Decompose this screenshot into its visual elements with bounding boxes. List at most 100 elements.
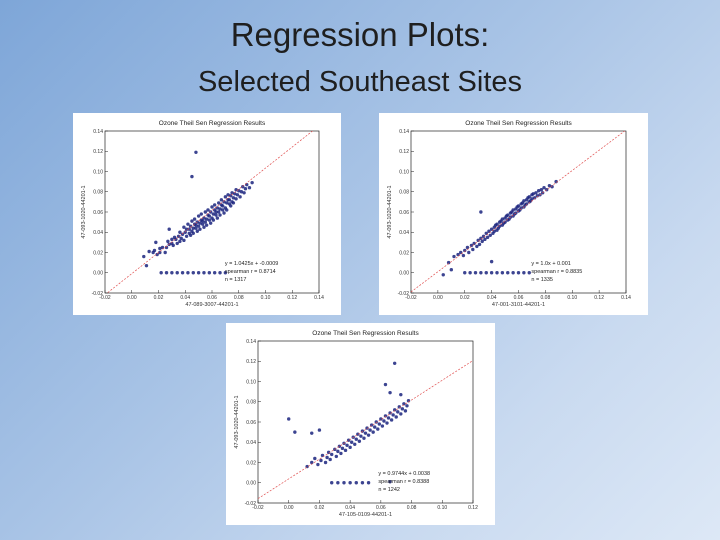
y-tick-label: 0.12 [93,149,103,155]
data-point [383,414,388,418]
y-tick-label: 0.10 [246,379,256,385]
y-tick-label: 0.08 [246,400,256,406]
data-point [479,236,483,241]
data-point [383,382,388,387]
y-tick-label: 0.06 [246,420,256,426]
data-point [166,239,170,244]
data-point [339,451,343,456]
data-point [219,198,224,202]
data-point [354,437,358,441]
data-point [463,271,467,275]
data-point [492,229,497,233]
data-point [171,243,175,248]
data-point [471,247,475,252]
x-tick-label: 0.04 [180,295,190,301]
data-point [211,218,216,222]
data-point [534,191,538,195]
data-point [204,223,209,227]
y-tick-label: 0.00 [93,271,103,277]
data-point [163,250,167,255]
data-point [234,197,238,201]
data-point [198,221,202,225]
data-point [348,445,352,450]
regression-annotation: y = 1.0425x + -0.0009 [225,261,279,267]
data-point [371,430,375,434]
data-point [211,212,216,216]
data-point [519,206,523,210]
regression-annotation: spearman r = 0.8388 [378,479,429,485]
data-point [475,244,479,249]
data-point [180,271,185,275]
x-tick-label: 0.10 [261,295,271,301]
data-point [178,230,182,234]
data-point [216,201,221,205]
data-point [200,222,205,226]
data-point [231,196,236,200]
data-point [326,450,331,455]
data-point [345,443,349,447]
data-point [391,413,395,417]
x-tick-label: -0.02 [252,505,264,511]
data-point [216,210,221,214]
regression-plot-top-left: Ozone Theil Sen Regression Results -0.02 0… [73,113,341,315]
data-point [484,231,488,235]
data-point [190,174,194,179]
data-point [218,207,222,211]
data-point [547,183,552,188]
x-axis-label: 47-089-3007-44201-1 [185,302,238,308]
data-point [192,217,197,221]
data-point [175,271,179,275]
data-point [382,419,386,423]
data-point [366,481,371,485]
data-point [481,234,486,238]
data-point [155,252,159,257]
regression-plot-bottom: Ozone Theil Sen Regression Results -0.02 0… [226,323,495,525]
x-tick-label: 0.12 [287,295,297,301]
data-layer [411,131,626,293]
data-point [522,271,526,275]
data-point [497,224,502,228]
data-point [191,231,195,235]
scatter-svg: Ozone Theil Sen Regression Results -0.02 0… [81,120,324,308]
regression-line [106,131,314,293]
x-tick-label: 0.08 [541,295,551,301]
data-point [218,213,222,217]
data-point [223,195,228,199]
data-point [188,233,193,237]
data-point [465,245,470,250]
data-point [247,186,252,190]
data-point [187,227,191,231]
scatter-svg: Ozone Theil Sen Regression Results -0.02 0… [234,330,478,518]
data-point [191,226,195,230]
data-point [379,417,383,421]
data-point [360,481,365,485]
slide-title: Regression Plots: [230,16,490,53]
data-point [323,460,328,465]
data-point [194,226,198,230]
data-point [250,180,254,185]
data-point [522,199,526,203]
data-point [233,192,237,196]
data-layer [258,360,473,499]
data-point [468,271,472,275]
data-point [207,271,212,275]
data-point [180,232,185,236]
data-point [542,186,546,190]
data-point [222,211,226,215]
y-tick-label: 0.06 [93,210,103,216]
data-point [362,436,366,440]
data-point [485,235,490,240]
y-tick-label: 0.14 [246,339,256,345]
data-point [363,431,368,435]
data-point [479,210,483,214]
y-tick-label: 0.00 [246,481,256,487]
data-point [221,204,225,208]
data-point [388,390,392,395]
x-tick-label: -0.02 [99,295,111,301]
x-tick-label: 0.10 [437,505,447,511]
x-tick-label: 0.14 [314,295,324,301]
y-tick-label: 0.10 [399,169,409,175]
data-point [342,481,346,485]
data-point [207,218,212,222]
x-tick-label: 0.12 [468,505,478,511]
